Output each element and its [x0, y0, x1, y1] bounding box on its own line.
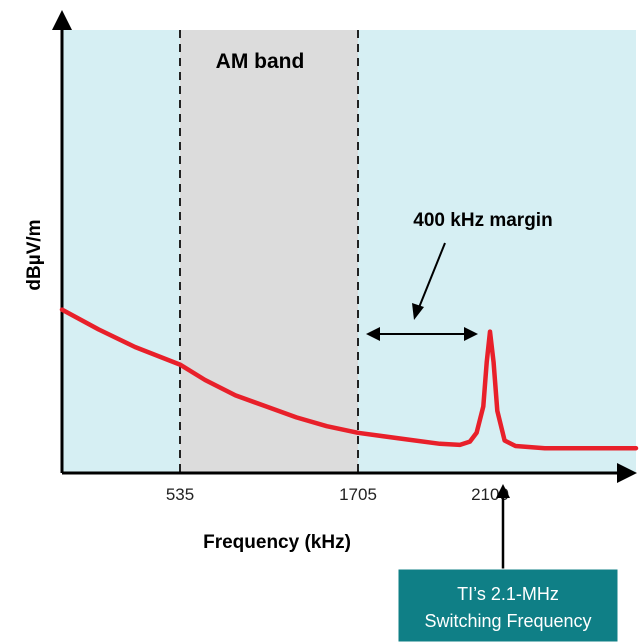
switching-frequency-callout — [397, 568, 619, 642]
x-axis-title: Frequency (kHz) — [203, 532, 351, 553]
x-tick-label: 535 — [166, 485, 194, 504]
x-tick-label: 1705 — [339, 485, 377, 504]
callout-line-2: Switching Frequency — [424, 611, 591, 631]
x-tick-label: 2100 — [471, 485, 509, 504]
margin-arrow-left-head — [366, 327, 380, 341]
margin-pointer-arrowhead — [412, 303, 424, 320]
y-axis-arrowhead — [52, 10, 72, 30]
callout-pointer-arrowhead — [496, 484, 510, 498]
x-axis-arrowhead — [617, 463, 637, 483]
margin-pointer-line — [417, 242, 446, 311]
y-axis-title: dBµV/m — [24, 219, 45, 290]
margin-annotation-label: 400 kHz margin — [413, 210, 552, 231]
margin-arrow-right-head — [464, 327, 478, 341]
callout-line-1: TI’s 2.1-MHz — [457, 584, 559, 604]
series-line — [59, 307, 639, 451]
am-band-label: AM band — [216, 50, 305, 73]
am-band-region — [180, 30, 358, 473]
